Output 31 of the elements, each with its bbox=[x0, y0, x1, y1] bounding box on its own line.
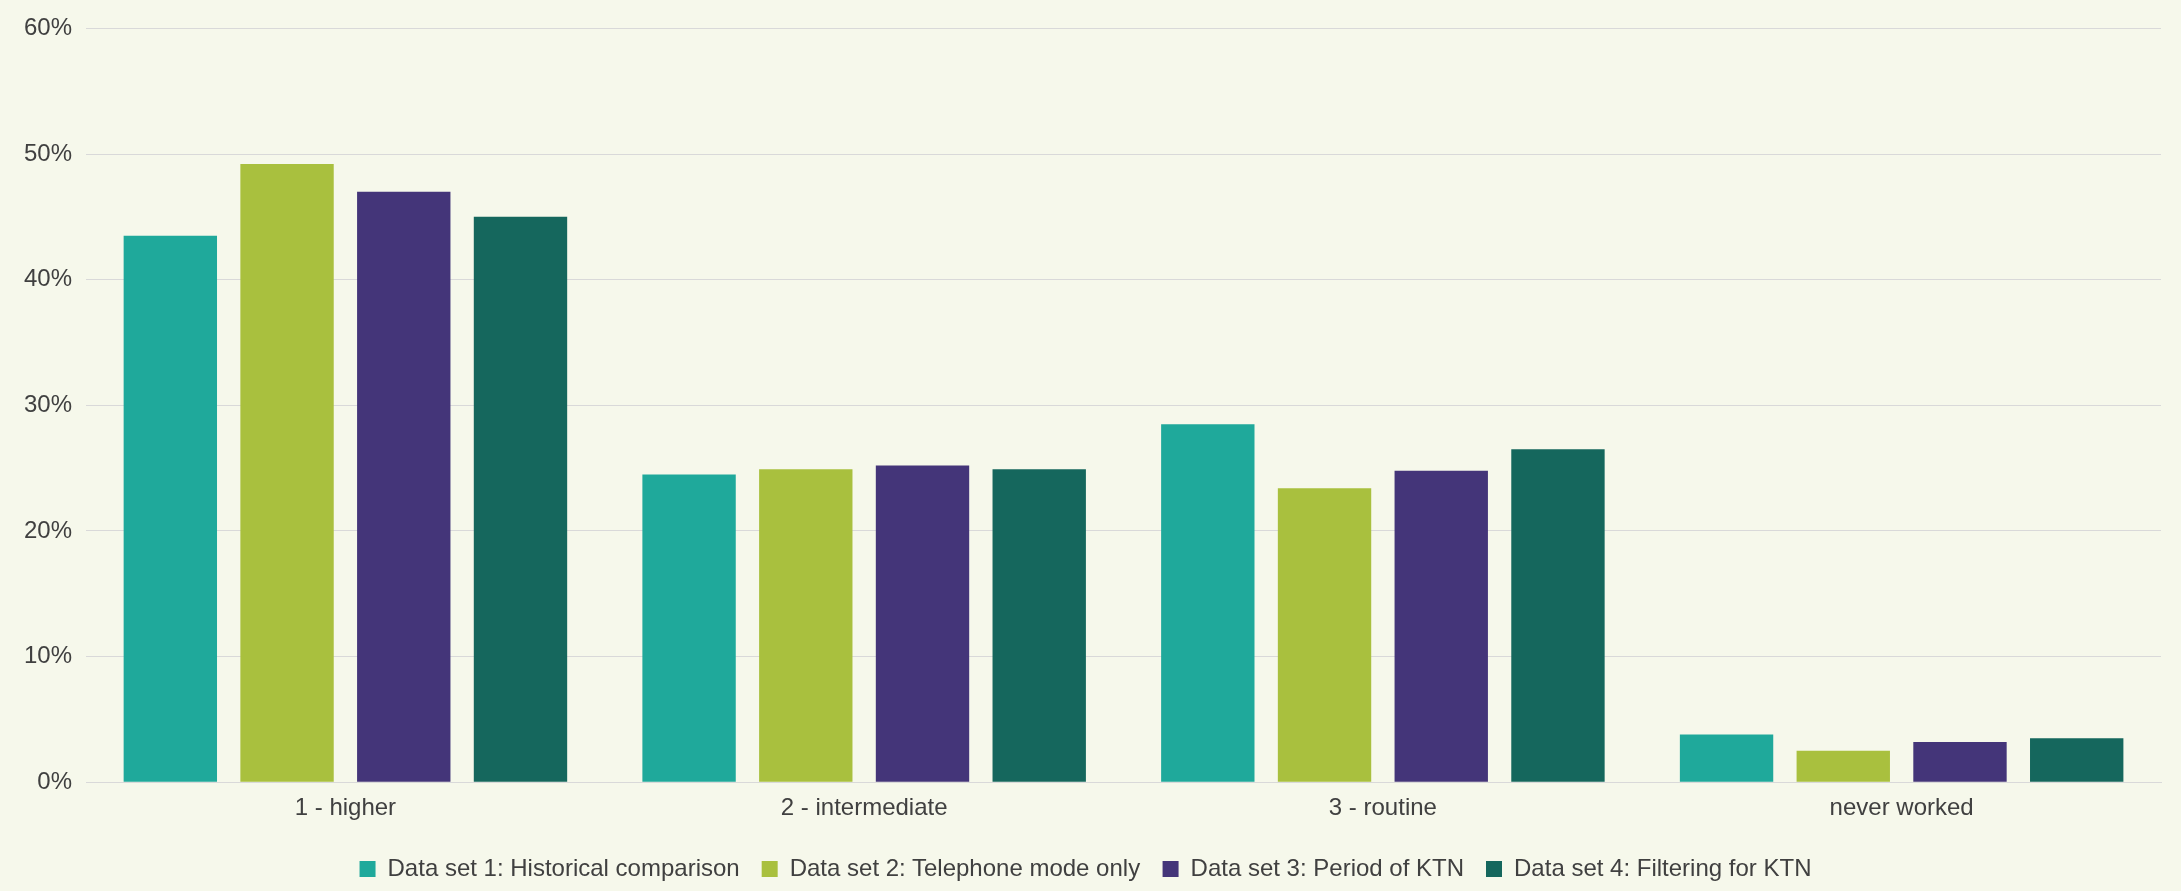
bar bbox=[1511, 449, 1605, 782]
bar bbox=[240, 164, 334, 782]
bar bbox=[1913, 742, 2007, 782]
bar bbox=[1277, 488, 1372, 782]
bar bbox=[642, 474, 736, 782]
y-tick-label: 10% bbox=[23, 641, 73, 669]
bar bbox=[1796, 750, 1890, 782]
bar bbox=[1679, 734, 1774, 782]
bar bbox=[759, 469, 853, 782]
legend-label: Data set 4: Filtering for KTN bbox=[1514, 853, 1812, 881]
legend-label: Data set 3: Period of KTN bbox=[1190, 853, 1465, 881]
bar bbox=[357, 191, 451, 782]
bar bbox=[2030, 738, 2124, 782]
bar bbox=[1394, 470, 1488, 782]
y-tick-label: 20% bbox=[23, 515, 73, 543]
y-tick-label: 60% bbox=[23, 13, 73, 41]
y-tick-label: 30% bbox=[23, 389, 73, 417]
bar bbox=[875, 465, 970, 782]
y-tick-label: 0% bbox=[37, 766, 73, 794]
x-tick-label: 1 - higher bbox=[294, 793, 397, 821]
legend-label: Data set 2: Telephone mode only bbox=[789, 853, 1141, 881]
bar bbox=[1161, 424, 1255, 782]
y-tick-label: 40% bbox=[23, 264, 73, 292]
x-tick-label: 2 - intermediate bbox=[780, 793, 948, 821]
legend-label: Data set 1: Historical comparison bbox=[387, 853, 740, 881]
bar bbox=[992, 469, 1086, 782]
x-tick-label: 3 - routine bbox=[1328, 793, 1437, 821]
y-tick-label: 50% bbox=[23, 138, 73, 166]
x-tick-label: never worked bbox=[1829, 793, 1974, 821]
bar bbox=[123, 235, 218, 782]
bar bbox=[473, 216, 568, 782]
